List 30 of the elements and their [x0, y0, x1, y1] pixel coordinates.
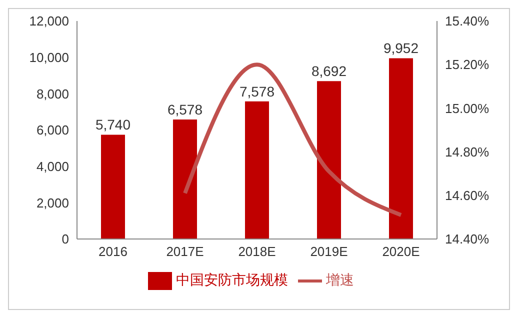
- x-tick-label: 2016: [98, 244, 128, 260]
- y-tick-label: 0: [62, 232, 69, 247]
- y-tick-label: 8,000: [36, 86, 69, 102]
- bar: [389, 58, 413, 239]
- bar: [317, 81, 341, 239]
- y-tick-label: 6,000: [36, 122, 69, 138]
- bar: [245, 101, 269, 239]
- y-tick-label: 2,000: [36, 195, 69, 210]
- y2-tick-label: 15.20%: [445, 57, 490, 72]
- data-label: 8,692: [311, 63, 347, 80]
- bar: [101, 134, 125, 239]
- x-tick-label: 2018E: [238, 244, 276, 260]
- data-label: 6,578: [167, 102, 203, 118]
- y2-tick-label: 15.00%: [445, 100, 490, 116]
- data-label: 7,578: [239, 83, 275, 100]
- y-tick-label: 12,000: [29, 14, 69, 29]
- y-tick-label: 4,000: [36, 158, 69, 174]
- x-tick-label: 2017E: [166, 244, 204, 260]
- y2-tick-label: 14.80%: [445, 144, 490, 160]
- legend-label: 中国安防市场规模: [176, 272, 288, 288]
- legend-label: 增速: [326, 272, 354, 288]
- x-tick-label: 2019E: [310, 244, 348, 260]
- y2-tick-label: 14.60%: [445, 188, 490, 204]
- data-label: 9,952: [383, 40, 419, 56]
- y-tick-label: 10,000: [29, 50, 69, 65]
- y2-tick-label: 15.40%: [445, 14, 490, 29]
- bar: [173, 120, 197, 239]
- x-tick-label: 2020E: [382, 244, 420, 260]
- y2-tick-label: 14.40%: [445, 232, 490, 247]
- data-label: 5,740: [95, 116, 131, 133]
